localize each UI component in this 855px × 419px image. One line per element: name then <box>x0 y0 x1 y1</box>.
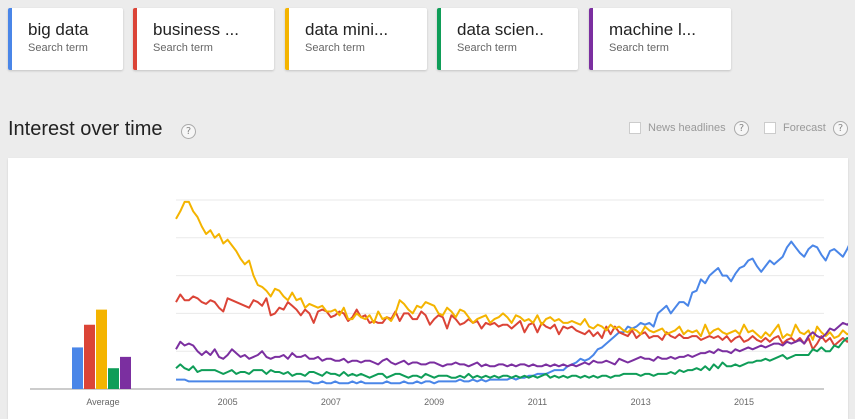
news-headlines-label: News headlines <box>648 122 726 134</box>
interest-over-time-chart: 2005 2007 2009 2011 2013 2015 Average <box>8 158 848 419</box>
series-line <box>175 321 848 368</box>
series-line <box>175 337 848 379</box>
search-term-label: big data <box>28 20 89 39</box>
series-line <box>176 240 848 385</box>
news-headlines-help-icon[interactable]: ? <box>734 121 749 136</box>
forecast-help-icon[interactable]: ? <box>833 121 848 136</box>
search-term-card[interactable]: big data Search term <box>8 8 123 70</box>
search-term-sublabel: Search term <box>457 42 517 54</box>
average-bar <box>84 324 95 389</box>
average-bar <box>72 347 83 389</box>
section-title: Interest over time <box>8 118 163 140</box>
x-tick-label: 2005 <box>218 397 238 407</box>
series-line <box>175 293 848 351</box>
section-help-icon[interactable]: ? <box>181 124 196 139</box>
x-tick-label: 2013 <box>631 397 651 407</box>
search-term-color-bar <box>8 8 12 70</box>
search-term-card[interactable]: data mini... Search term <box>285 8 427 70</box>
news-headlines-option[interactable]: News headlines <box>629 120 726 136</box>
news-headlines-checkbox[interactable] <box>629 122 641 134</box>
chart-svg: 2005 2007 2009 2011 2013 2015 Average <box>30 199 848 407</box>
average-label: Average <box>86 397 119 407</box>
search-term-card[interactable]: business ... Search term <box>133 8 274 70</box>
search-term-card[interactable]: data scien.. Search term <box>437 8 578 70</box>
search-term-label: data mini... <box>305 20 389 39</box>
search-term-color-bar <box>437 8 441 70</box>
series-line <box>175 200 848 341</box>
search-term-label: machine l... <box>609 20 696 39</box>
average-bar <box>96 309 107 389</box>
search-term-color-bar <box>133 8 137 70</box>
search-term-sublabel: Search term <box>28 42 88 54</box>
search-term-sublabel: Search term <box>609 42 669 54</box>
average-bar <box>120 356 131 389</box>
search-term-sublabel: Search term <box>305 42 365 54</box>
search-term-sublabel: Search term <box>153 42 213 54</box>
average-bar <box>108 368 119 389</box>
x-tick-label: 2009 <box>424 397 444 407</box>
x-tick-label: 2011 <box>528 397 547 407</box>
forecast-checkbox[interactable] <box>764 122 776 134</box>
x-tick-label: 2015 <box>734 397 754 407</box>
search-term-color-bar <box>589 8 593 70</box>
search-term-label: data scien.. <box>457 20 544 39</box>
search-term-color-bar <box>285 8 289 70</box>
forecast-option[interactable]: Forecast <box>764 120 826 136</box>
search-term-card[interactable]: machine l... Search term <box>589 8 731 70</box>
x-tick-label: 2007 <box>321 397 341 407</box>
forecast-label: Forecast <box>783 122 826 134</box>
search-term-label: business ... <box>153 20 239 39</box>
